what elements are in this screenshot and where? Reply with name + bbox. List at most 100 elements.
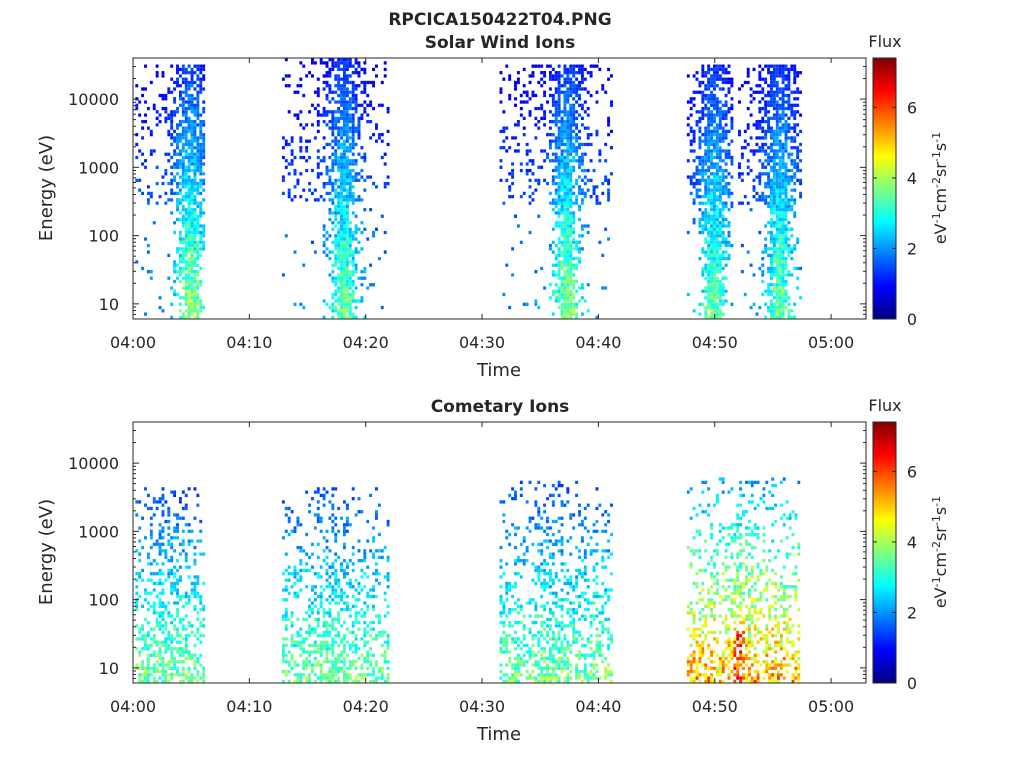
heatmap-cell [334, 660, 338, 664]
heatmap-cell [560, 260, 564, 264]
heatmap-cell [363, 67, 367, 72]
heatmap-cell [319, 493, 323, 498]
heatmap-cell [724, 71, 728, 75]
heatmap-cell [386, 142, 390, 147]
heatmap-cell [343, 253, 346, 258]
heatmap-cell [778, 305, 782, 310]
heatmap-cell [345, 93, 349, 98]
heatmap-cell [787, 227, 791, 231]
x-tick-label: 05:00 [808, 333, 854, 352]
heatmap-cell [516, 224, 520, 228]
heatmap-cell [715, 227, 719, 231]
heatmap-cell [354, 247, 358, 251]
heatmap-cell [199, 90, 203, 94]
heatmap-cell [363, 630, 367, 635]
heatmap-cell [184, 106, 188, 111]
heatmap-cell [778, 97, 782, 101]
heatmap-cell [322, 159, 326, 163]
heatmap-cell [199, 594, 203, 599]
heatmap-cell [360, 676, 364, 680]
heatmap-cell [363, 555, 367, 560]
heatmap-cell [386, 676, 390, 680]
heatmap-cell [281, 572, 285, 576]
heatmap-cell [563, 181, 567, 186]
heatmap-cell [540, 71, 544, 75]
heatmap-cell [569, 136, 573, 140]
heatmap-cell [144, 647, 147, 651]
heatmap-cell [560, 312, 564, 316]
heatmap-cell [548, 201, 552, 205]
heatmap-cell [334, 123, 338, 127]
heatmap-cell [540, 84, 544, 88]
heatmap-cell [758, 172, 762, 176]
heatmap-cell [713, 296, 716, 300]
heatmap-cell [176, 526, 179, 530]
heatmap-cell [713, 103, 716, 107]
heatmap-cell [178, 578, 182, 582]
heatmap-cell [331, 279, 335, 284]
heatmap-cell [325, 490, 329, 494]
heatmap-cell [369, 653, 373, 657]
heatmap-cell [721, 149, 725, 153]
heatmap-cell [740, 243, 744, 248]
heatmap-cell [354, 617, 358, 622]
heatmap-cell [161, 660, 165, 664]
heatmap-cell [334, 162, 338, 166]
heatmap-cell [784, 162, 788, 166]
heatmap-cell [334, 126, 338, 130]
heatmap-cell [331, 503, 335, 507]
heatmap-cell [758, 146, 762, 150]
heatmap-cell [299, 568, 303, 573]
heatmap-cell [284, 653, 288, 657]
heatmap-cell [184, 283, 188, 287]
heatmap-cell [164, 549, 168, 553]
heatmap-cell [161, 487, 165, 491]
heatmap-cell [202, 100, 206, 104]
heatmap-cell [557, 195, 561, 199]
heatmap-cell [578, 165, 581, 169]
heatmap-cell [351, 315, 355, 319]
heatmap-cell [557, 296, 561, 300]
heatmap-cell [152, 663, 156, 667]
heatmap-cell [176, 110, 179, 114]
heatmap-cell [790, 90, 794, 94]
heatmap-cell [557, 93, 561, 98]
heatmap-cell [290, 656, 294, 661]
heatmap-cell [772, 270, 776, 274]
heatmap-cell [528, 168, 532, 173]
heatmap-cell [566, 296, 570, 300]
heatmap-cell [772, 149, 776, 153]
heatmap-cell [135, 578, 139, 582]
heatmap-cell [357, 172, 361, 176]
heatmap-cell [790, 67, 794, 72]
heatmap-cell [572, 159, 576, 163]
heatmap-cell [784, 266, 788, 271]
heatmap-cell [190, 146, 194, 150]
heatmap-cell [721, 240, 725, 244]
heatmap-cell [566, 113, 570, 117]
heatmap-cell [755, 119, 759, 124]
heatmap-cell [580, 87, 584, 91]
heatmap-cell [566, 315, 570, 319]
heatmap-cell [281, 614, 285, 618]
heatmap-cell [715, 211, 719, 215]
heatmap-cell [351, 129, 355, 134]
heatmap-cell [311, 103, 314, 107]
heatmap-cell [566, 159, 570, 163]
heatmap-cell [718, 175, 722, 179]
heatmap-cell [343, 146, 346, 150]
heatmap-cell [772, 250, 776, 254]
heatmap-cell [158, 676, 162, 680]
heatmap-cell [281, 191, 285, 196]
heatmap-cell [604, 175, 608, 179]
heatmap-cell [560, 263, 564, 267]
heatmap-cell [319, 58, 323, 62]
heatmap-cell [305, 198, 309, 202]
heatmap-cell [334, 237, 338, 241]
heatmap-cell [299, 559, 303, 563]
heatmap-cell [767, 175, 771, 179]
heatmap-cell [781, 273, 785, 277]
heatmap-cell [724, 93, 728, 98]
heatmap-cell [718, 64, 722, 68]
heatmap-cell [793, 162, 797, 166]
